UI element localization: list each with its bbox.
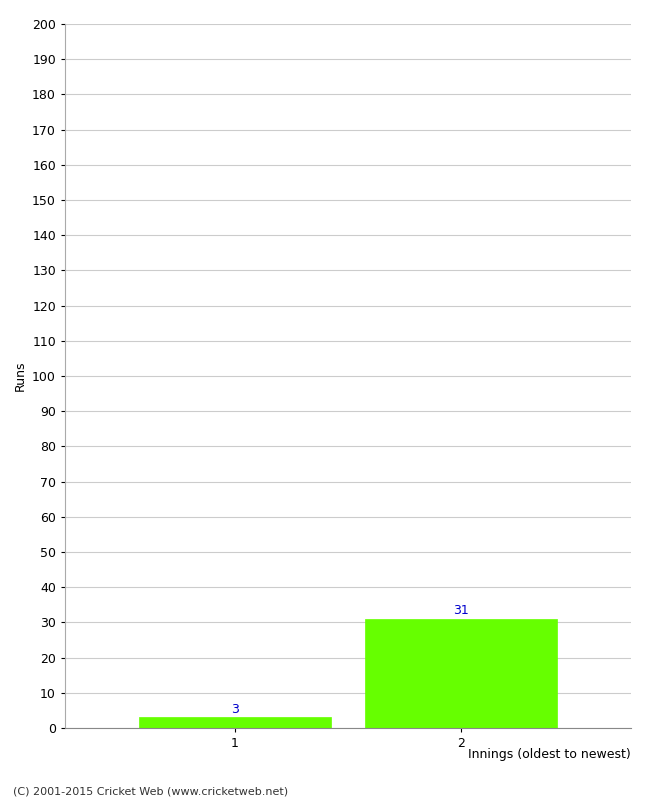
- Bar: [365, 619, 557, 728]
- Text: (C) 2001-2015 Cricket Web (www.cricketweb.net): (C) 2001-2015 Cricket Web (www.cricketwe…: [13, 786, 288, 796]
- Bar: [138, 718, 331, 728]
- Y-axis label: Runs: Runs: [14, 361, 27, 391]
- Text: 31: 31: [453, 604, 469, 617]
- Text: Innings (oldest to newest): Innings (oldest to newest): [468, 748, 630, 761]
- Text: 3: 3: [231, 702, 239, 716]
